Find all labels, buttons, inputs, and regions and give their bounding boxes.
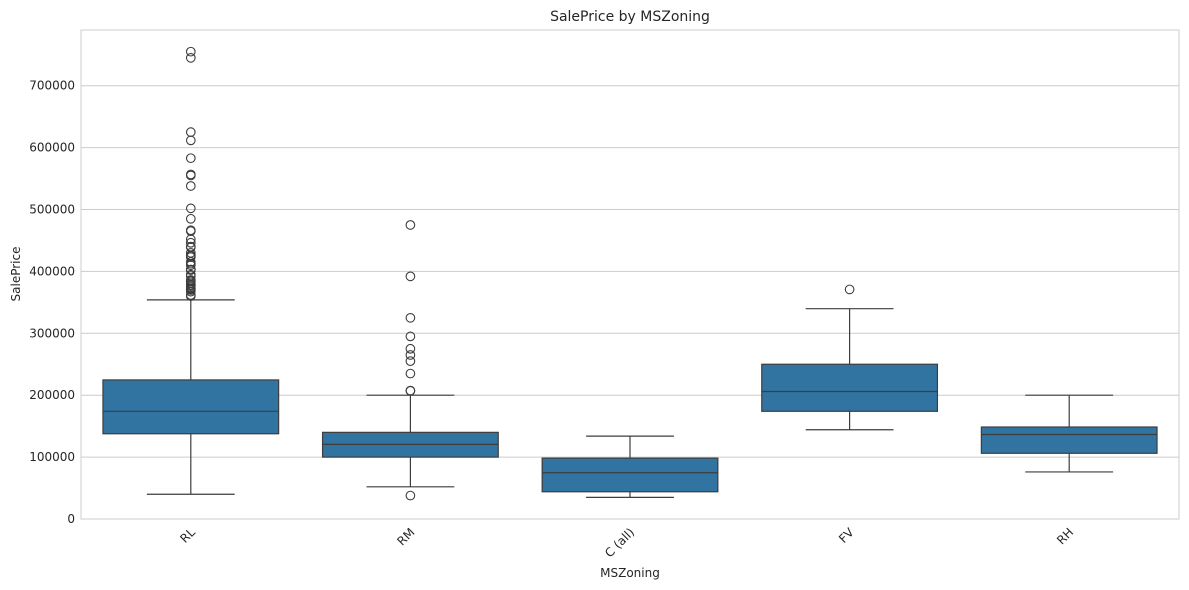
outlier-point [185,170,196,181]
outlier-point [405,350,416,360]
box-group-rh [980,394,1158,473]
y-axis-label: SalePrice [9,247,23,302]
outlier-point [185,252,196,263]
outlier-point [185,181,196,191]
y-tick-label: 600000 [29,141,75,155]
iqr-box [541,457,719,493]
outlier-point [185,213,196,224]
y-tick-label: 700000 [29,79,75,93]
x-axis-label: MSZoning [600,566,660,580]
box-group-fv [761,284,939,431]
outlier-point [405,271,416,282]
outlier-point [405,343,416,354]
boxes [102,46,1158,501]
outlier-point [185,286,196,297]
x-tick-label: RM [394,525,417,548]
outlier-point [185,260,196,271]
box-group-c-all- [541,435,719,498]
y-tick-label: 300000 [29,326,75,340]
box-group-rl [102,46,280,495]
outlier-point [185,135,196,146]
box-group-rm [321,220,499,501]
outlier-point [844,284,855,295]
outlier-point [405,312,416,323]
outlier-point [185,203,196,214]
outlier-point [185,46,196,57]
x-tick-label: C (all) [602,525,637,560]
plot-frame [80,29,1180,520]
y-tick-label: 400000 [29,264,75,278]
outlier-point [405,331,416,342]
outlier-point [405,490,416,501]
y-tick-label: 200000 [29,388,75,402]
chart-title: SalePrice by MSZoning [550,9,710,25]
outlier-point [185,265,196,276]
x-ticks: RL RM C (all) FV RH [177,525,1076,561]
y-tick-label: 500000 [29,203,75,217]
x-tick-label: RH [1054,525,1076,547]
outlier-point [185,53,196,63]
x-tick-label: RL [177,525,198,546]
outlier-point [405,220,416,230]
outlier-point [405,356,416,367]
y-tick-label: 100000 [29,450,75,464]
y-ticks: 0 100000 200000 300000 400000 500000 600000 700… [29,79,75,526]
x-tick-label: FV [836,525,857,546]
outlier-point [185,291,196,302]
outlier-point [405,368,416,379]
outlier-point [185,153,196,164]
iqr-box [102,379,280,435]
outlier-point [405,386,416,396]
outlier-point [185,237,196,248]
iqr-box [980,426,1158,454]
y-tick-label: 0 [67,512,75,526]
iqr-box [761,363,939,412]
